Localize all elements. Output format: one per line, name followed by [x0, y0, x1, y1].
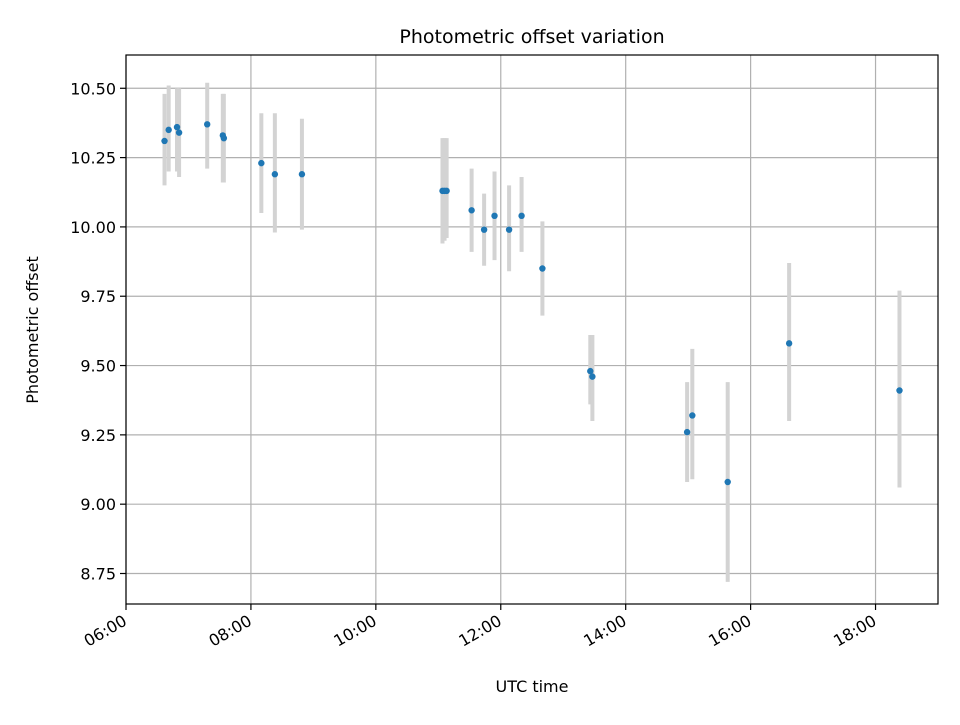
y-axis-label: Photometric offset — [23, 256, 42, 404]
y-tick-label: 10.25 — [70, 149, 116, 168]
y-tick-label: 9.25 — [80, 426, 116, 445]
data-point — [173, 123, 181, 131]
data-point — [587, 367, 594, 375]
y-tick-label: 9.75 — [80, 287, 116, 306]
data-point — [258, 159, 265, 167]
y-tick-label: 9.00 — [80, 495, 116, 514]
y-tick-label: 8.75 — [80, 565, 116, 584]
data-point — [683, 428, 691, 436]
data-point — [505, 226, 513, 233]
y-tick-label: 10.00 — [70, 218, 116, 237]
y-tick-label: 10.50 — [70, 79, 116, 98]
chart-title: Photometric offset variation — [399, 26, 664, 48]
data-point — [220, 134, 228, 142]
data-point — [785, 340, 793, 347]
data-point — [271, 171, 279, 178]
data-point — [539, 265, 546, 272]
y-axis-ticks: 8.75 9.00 9.25 9.50 9.75 10.00 10.25 10.50 — [70, 79, 126, 584]
x-axis-label: UTC time — [496, 677, 569, 696]
grid — [125, 55, 938, 604]
data-point — [491, 212, 498, 220]
data-point — [480, 226, 488, 233]
data-point — [689, 412, 696, 419]
data-point — [165, 126, 172, 134]
data-point — [589, 373, 596, 380]
data-point — [896, 387, 903, 394]
data-point — [468, 207, 475, 214]
data-point — [204, 121, 211, 128]
data-point — [518, 212, 525, 220]
data-point — [161, 137, 168, 145]
y-tick-label: 9.50 — [80, 357, 116, 376]
data-point — [724, 478, 731, 486]
data-point — [298, 171, 306, 178]
data-points — [161, 121, 903, 486]
plot-frame — [125, 54, 939, 605]
data-point — [443, 187, 450, 195]
data-point — [175, 129, 183, 136]
